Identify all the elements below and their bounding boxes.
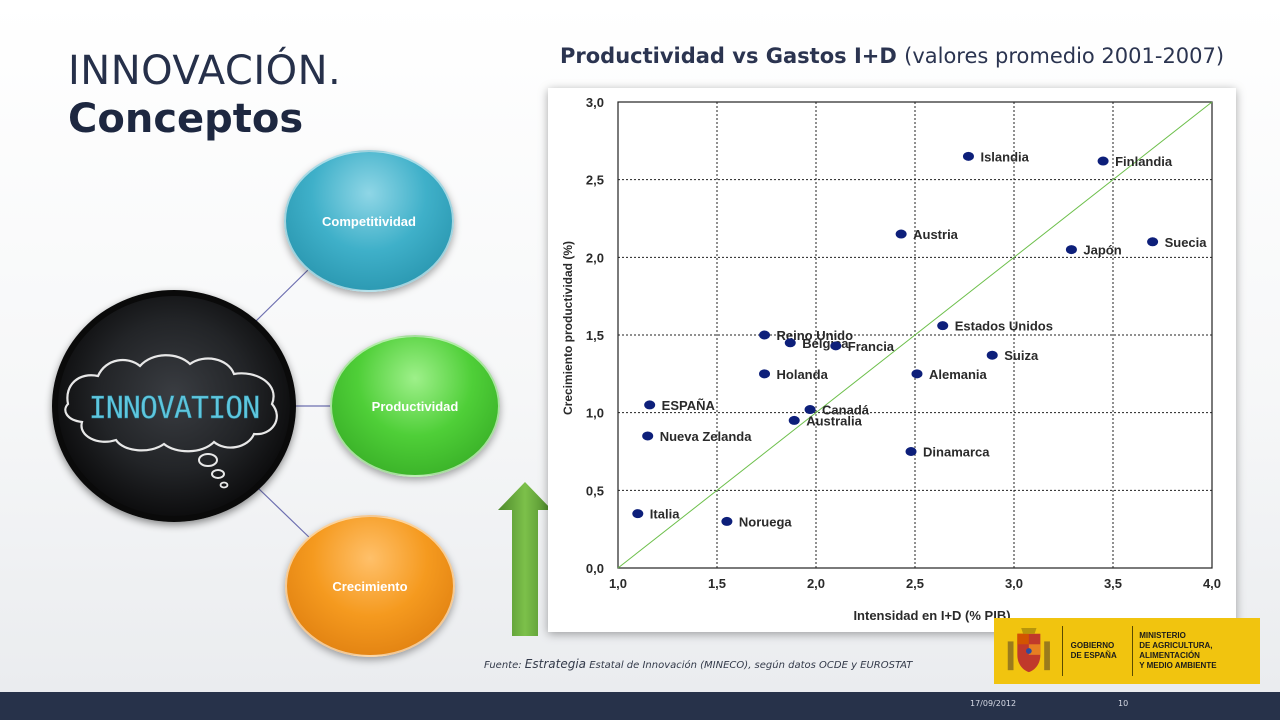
logo-text-gobierno: GOBIERNO DE ESPAÑA: [1070, 641, 1117, 660]
chart-ticks: 1,0 1,5 2,0 2,5 3,0 3,5 4,0 0,0 0,5 1,0 1,5 2,0 2,5 3…: [586, 95, 1221, 591]
data-point: [759, 330, 771, 340]
y-tick-label: 1,0: [586, 406, 604, 421]
data-point: [784, 338, 796, 348]
ministry-logo: GOBIERNO DE ESPAÑA MINISTERIO DE AGRICUL…: [994, 618, 1260, 684]
coat-of-arms-icon: [1007, 627, 1050, 673]
innovation-chalkboard: INNOVATION: [52, 290, 296, 522]
data-point: [962, 151, 974, 161]
data-point: [804, 405, 816, 415]
y-tick-label: 2,5: [586, 173, 604, 188]
x-axis-label: Intensidad en I+D (% PIB): [853, 608, 1010, 623]
data-point-label: Canadá: [822, 403, 870, 418]
trend-line: [617, 101, 1213, 569]
data-point: [911, 369, 923, 379]
data-point: [642, 431, 654, 441]
source-prefix: Fuente:: [484, 660, 525, 671]
x-tick-label: 1,0: [609, 576, 627, 591]
data-point-label: Alemania: [929, 367, 988, 382]
chart-points: Islandia Finlandia Austria Japón Suecia Reino…: [632, 149, 1207, 529]
logo-text-ministerio: MINISTERIO DE AGRICULTURA, ALIMENTACIÓN …: [1139, 631, 1217, 670]
data-point-label: Australia: [806, 413, 862, 428]
source-rest: Estatal de Innovación (MINECO), según da…: [586, 660, 913, 671]
data-point: [1065, 245, 1077, 255]
chart-grid: [617, 101, 1213, 569]
source-note: Fuente: Estrategia Estatal de Innovación…: [484, 657, 912, 671]
slide-title: INNOVACIÓN.: [68, 48, 342, 94]
node-label: Competitividad: [322, 213, 416, 229]
data-point-label: Finlandia: [1115, 154, 1173, 169]
x-tick-label: 3,0: [1005, 576, 1023, 591]
node-competitividad: Competitividad: [284, 150, 454, 292]
chart-title-main: Productividad vs Gastos I+D: [560, 44, 897, 68]
data-point: [830, 341, 842, 351]
data-point: [759, 369, 771, 379]
y-tick-label: 0,5: [586, 483, 604, 498]
data-point-label: Francia: [848, 339, 895, 354]
data-point: [895, 229, 907, 239]
data-point: [644, 400, 656, 410]
data-point-label: Bélgica: [802, 336, 849, 351]
y-tick-label: 2,0: [586, 250, 604, 265]
innovation-text: INNOVATION: [89, 391, 260, 426]
y-tick-label: 0,0: [586, 561, 604, 576]
logo-divider: [1061, 626, 1063, 676]
connector-competitividad: [254, 267, 311, 323]
data-point: [721, 516, 733, 526]
data-point: [905, 447, 917, 456]
chart-title: Productividad vs Gastos I+D (valores pro…: [560, 44, 1224, 68]
trend-line-segment: [617, 101, 1213, 569]
x-tick-label: 1,5: [708, 576, 726, 591]
data-point-label: Suecia: [1165, 235, 1208, 250]
y-axis-label: Crecimiento productividad (%): [561, 241, 575, 415]
x-tick-label: 2,0: [807, 576, 825, 591]
data-point-label: Noruega: [739, 514, 793, 529]
node-crecimiento: Crecimiento: [285, 515, 455, 657]
up-arrow-icon: [498, 482, 552, 636]
connector-crecimiento: [257, 487, 313, 541]
x-tick-label: 3,5: [1104, 576, 1122, 591]
chart-title-period: (valores promedio 2001-2007): [904, 44, 1225, 68]
chart-canvas: 1,0 1,5 2,0 2,5 3,0 3,5 4,0 0,0 0,5 1,0 1,5 2,0 2,5 3…: [561, 95, 1221, 623]
footer-page-number: 10: [1118, 699, 1129, 708]
footer-date: 17/09/2012: [970, 699, 1017, 708]
y-tick-label: 3,0: [586, 95, 604, 110]
data-point-label: Austria: [913, 227, 959, 242]
x-tick-label: 2,5: [906, 576, 924, 591]
data-point-label: Japón: [1083, 243, 1121, 258]
data-point: [986, 350, 998, 360]
data-point-label: Reino Unido: [777, 328, 854, 343]
data-point-label: Estados Unidos: [955, 319, 1053, 334]
data-point: [1147, 237, 1159, 247]
node-label: Crecimiento: [332, 578, 408, 594]
source-emphasis: Estrategia: [524, 657, 587, 671]
data-point-label: Holanda: [777, 367, 829, 382]
data-point-label: Dinamarca: [923, 445, 990, 460]
x-tick-label: 4,0: [1203, 576, 1221, 591]
slide-subtitle: Conceptos: [68, 96, 304, 142]
data-point: [937, 321, 949, 331]
logo-divider: [1132, 626, 1134, 676]
data-point: [1097, 156, 1109, 166]
data-point-label: Nueva Zelanda: [660, 429, 753, 444]
data-point-label: Islandia: [980, 149, 1029, 164]
data-point-label: Italia: [650, 507, 680, 522]
y-tick-label: 1,5: [586, 328, 604, 343]
data-point-label: Suiza: [1004, 348, 1039, 363]
node-productividad: Productividad: [330, 335, 500, 477]
slide-footer: 17/09/2012 10: [0, 692, 1280, 720]
data-point-label: ESPAÑA: [662, 398, 716, 413]
thought-bubble: INNOVATION: [64, 354, 278, 489]
node-label: Productividad: [371, 398, 459, 414]
scatter-chart: 1,0 1,5 2,0 2,5 3,0 3,5 4,0 0,0 0,5 1,0 1,5 2,0 2,5 3…: [548, 88, 1236, 632]
data-point: [632, 509, 644, 519]
data-point: [788, 415, 800, 425]
